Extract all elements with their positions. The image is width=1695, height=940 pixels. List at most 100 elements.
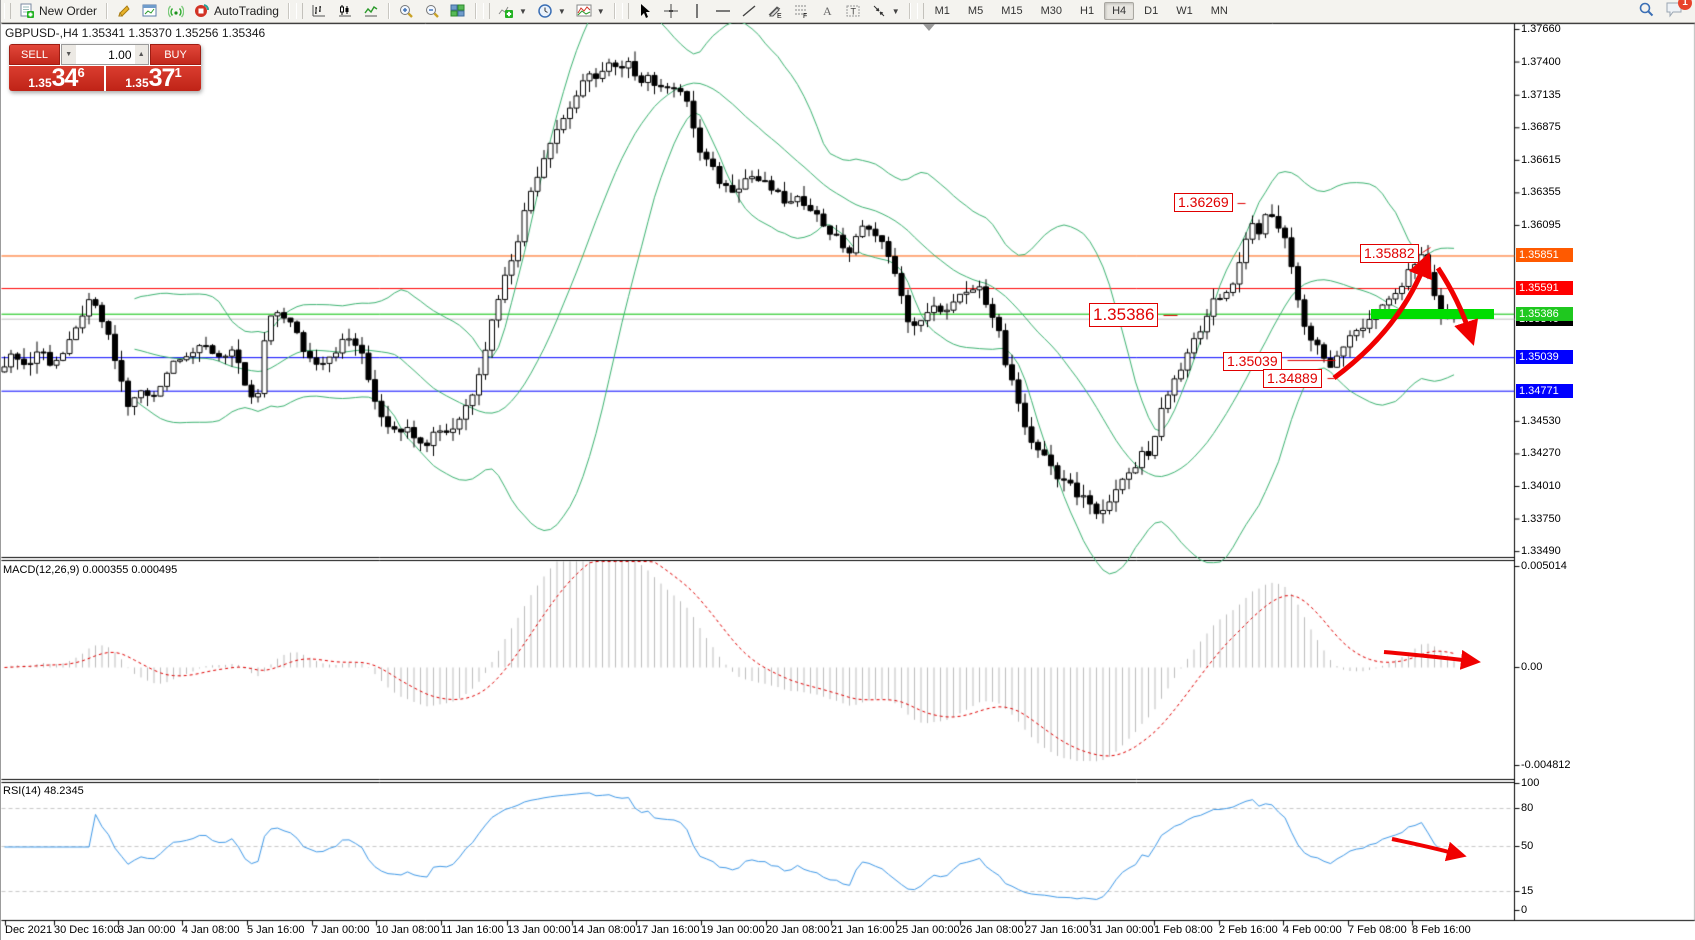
new-order-label: New Order [39, 4, 98, 18]
template-icon [576, 3, 592, 19]
equidistant-channel-icon: E [767, 3, 783, 19]
toolbar-grip[interactable] [916, 3, 924, 19]
line-chart-button[interactable] [358, 0, 384, 22]
text-label-tool-button[interactable]: T [840, 0, 866, 22]
rsi-axis-tick: 100 [1521, 777, 1540, 789]
price-axis-tick: 1.37660 [1521, 23, 1561, 35]
rsi-axis-tick: 80 [1521, 802, 1534, 814]
sell-price-button[interactable]: 1.35 34 6 [9, 66, 104, 91]
cursor-icon [637, 3, 653, 19]
date-axis-tick: 31 Jan 00:00 [1090, 924, 1154, 936]
timeframe-button-M1[interactable]: M1 [934, 5, 950, 17]
buy-price-sup: 1 [174, 65, 182, 80]
notification-badge: 1 [1678, 0, 1692, 10]
new-chart-window-button[interactable] [137, 0, 163, 22]
timeframe-toolbar: M1 M5 M15 M30 H1 H4 D1 W1 MN [927, 2, 1236, 20]
trendline-tool-button[interactable] [736, 0, 762, 22]
horizontal-line-tool-button[interactable] [710, 0, 736, 22]
text-label-icon: T [845, 3, 861, 19]
autotrading-button[interactable]: AutoTrading [189, 0, 284, 22]
buy-button[interactable]: BUY [150, 44, 201, 65]
macd-axis-tick: -0.004812 [1521, 759, 1571, 771]
price-axis-tick: 1.36095 [1521, 218, 1561, 231]
toolbar-grip[interactable] [621, 3, 629, 19]
buy-price-prefix: 1.35 [125, 76, 149, 90]
sell-button[interactable]: SELL [9, 44, 60, 65]
zoom-in-button[interactable] [393, 0, 419, 22]
date-axis-tick: 13 Jan 00:00 [507, 924, 571, 936]
date-axis-tick: Dec 2021 [5, 924, 53, 936]
add-indicator-button[interactable]: ▼ [493, 0, 532, 22]
candlestick-chart-button[interactable] [332, 0, 358, 22]
zoom-out-button[interactable] [419, 0, 445, 22]
volume-decrease-button[interactable]: ▼ [62, 45, 76, 64]
timeframe-button-M5[interactable]: M5 [967, 5, 984, 17]
timeframe-button-MN[interactable]: MN [1210, 5, 1228, 17]
signal-icon [168, 3, 185, 19]
price-callout: 1.35386 [1089, 303, 1159, 327]
bar-chart-icon [311, 3, 327, 19]
buy-price-button[interactable]: 1.35 37 1 [106, 66, 201, 91]
period-button[interactable]: ▼ [532, 0, 571, 22]
zoom-in-icon [398, 3, 414, 19]
sell-price-sup: 6 [77, 65, 85, 80]
timeframe-button-W1[interactable]: W1 [1176, 5, 1193, 17]
timeframe-button-D1[interactable]: D1 [1144, 5, 1159, 17]
arrow-tools-button[interactable]: ▼ [866, 0, 905, 22]
crosshair-tool-button[interactable] [658, 0, 684, 22]
date-axis-tick: 11 Jan 16:00 [441, 924, 504, 936]
timeframe-button-M15[interactable]: M15 [1001, 5, 1023, 17]
tile-windows-button[interactable] [445, 0, 471, 22]
fibonacci-tool-button[interactable]: F [788, 0, 814, 22]
rsi-axis-tick: 50 [1521, 840, 1534, 852]
search-icon[interactable] [1638, 1, 1655, 21]
autotrading-icon [194, 3, 210, 19]
price-axis-tick: 1.36355 [1521, 186, 1561, 199]
crayon-style-button[interactable] [111, 0, 137, 22]
toolbar: New Order AutoTrading ▼ ▼ ▼ E F A T ▼ [1, 0, 1695, 23]
rsi-axis-tick: 15 [1521, 885, 1534, 897]
chart-window-icon [142, 3, 158, 19]
autotrading-label: AutoTrading [214, 4, 279, 18]
sell-price-big: 34 [51, 64, 79, 91]
toolbar-grip[interactable] [4, 3, 11, 19]
crosshair-icon [663, 3, 679, 19]
timeframe-button-H1[interactable]: H1 [1080, 5, 1095, 17]
add-indicator-icon [498, 3, 514, 19]
price-callout: 1.35039 [1223, 352, 1282, 371]
price-axis-tag: 1.35851 [1516, 248, 1573, 263]
toolbar-grip[interactable] [482, 3, 490, 19]
volume-increase-button[interactable]: ▲ [134, 45, 148, 64]
timeframe-button-M30[interactable]: M30 [1040, 5, 1063, 17]
signal-button[interactable] [163, 0, 189, 22]
toolbar-grip[interactable] [295, 3, 303, 19]
timeframe-button-H4[interactable]: H4 [1104, 2, 1135, 20]
chart-scroll-marker-icon [923, 24, 935, 31]
price-axis-tick: 1.34010 [1521, 479, 1561, 492]
new-order-button[interactable]: New Order [14, 0, 102, 22]
macd-label: MACD(12,26,9) 0.000355 0.000495 [3, 564, 178, 576]
price-axis-tick: 1.34270 [1521, 447, 1561, 460]
rsi-axis-tick: 0 [1521, 904, 1528, 916]
chevron-down-icon: ▼ [891, 6, 900, 16]
date-axis-tick: 10 Jan 08:00 [376, 924, 440, 936]
text-tool-button[interactable]: A [814, 0, 840, 22]
buy-price-big: 37 [148, 64, 176, 91]
price-axis-tag: 1.35591 [1516, 281, 1573, 296]
price-axis-tag: 1.35039 [1516, 350, 1573, 365]
price-axis-tick: 1.37400 [1521, 55, 1561, 68]
date-axis-tick: 21 Jan 16:00 [831, 924, 895, 936]
svg-text:E: E [777, 13, 782, 19]
cursor-tool-button[interactable] [632, 0, 658, 22]
svg-text:T: T [850, 7, 856, 17]
sell-price-prefix: 1.35 [28, 76, 52, 90]
volume-input[interactable] [75, 45, 135, 64]
bar-chart-button[interactable] [306, 0, 332, 22]
vertical-line-tool-button[interactable] [684, 0, 710, 22]
text-icon: A [819, 3, 835, 19]
template-button[interactable]: ▼ [571, 0, 610, 22]
notifications-button[interactable]: 1 [1665, 0, 1692, 21]
equidistant-channel-tool-button[interactable]: E [762, 0, 788, 22]
date-axis-tick: 5 Jan 16:00 [247, 924, 305, 936]
